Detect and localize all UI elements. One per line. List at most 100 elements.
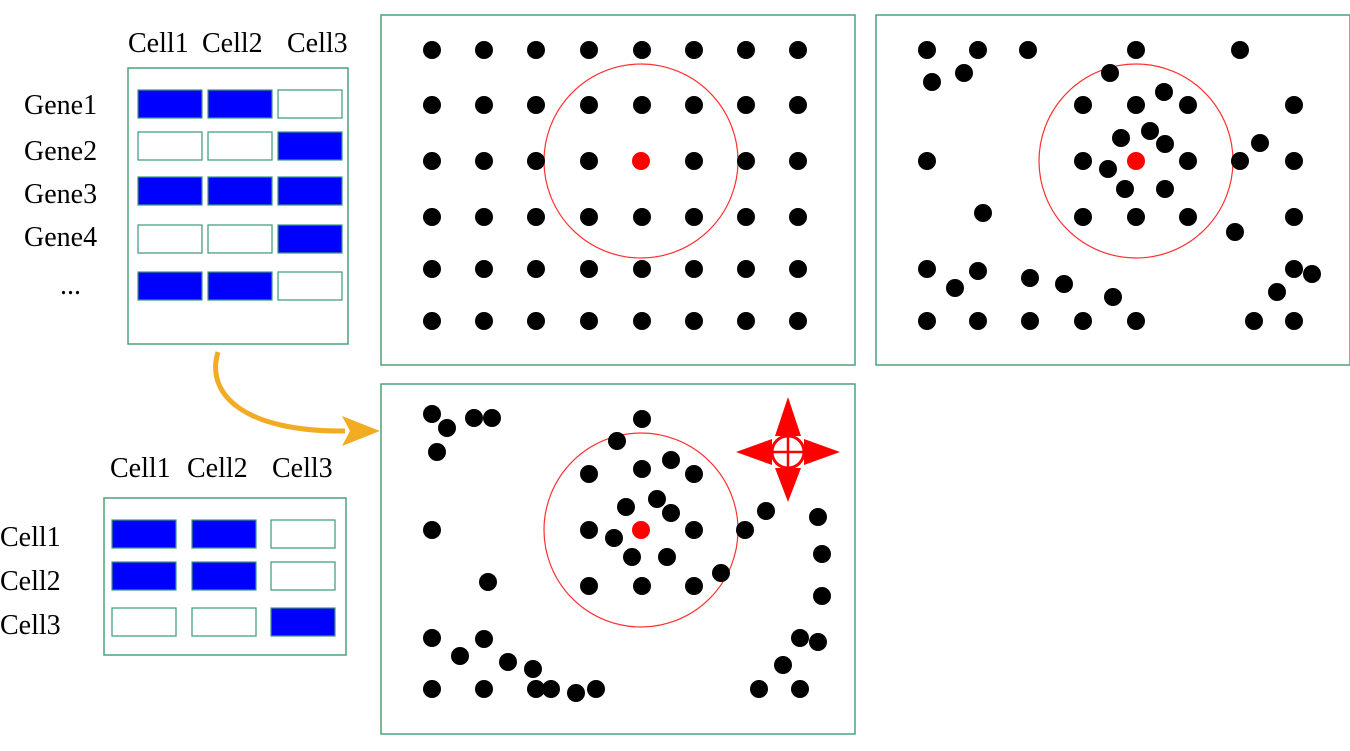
cell-dot [580,208,598,226]
panel-frame [875,14,1350,366]
cell-dot [1116,180,1134,198]
cell-dot [1303,265,1321,283]
cell-dot [587,680,605,698]
arrow-curve [213,351,346,434]
cell-dot [423,96,441,114]
matrix-cell-filled [277,131,343,161]
arrow-head [342,416,380,446]
cell-dot [527,208,545,226]
cell-dot [946,279,964,297]
matrix-cell-empty [137,131,203,161]
matrix-cell-filled [207,271,273,301]
gene-matrix-col-2: Cell2 [202,28,263,59]
cell-dot [1127,312,1145,330]
cell-dot [633,41,651,59]
cell-dot [483,409,501,427]
cell-dot [423,521,441,539]
cell-dot [1251,134,1269,152]
cell-dot [423,312,441,330]
cell-matrix-col-1: Cell1 [110,453,171,484]
cell-dot [1074,208,1092,226]
cell-dot [633,577,651,595]
cell-dot [789,152,807,170]
cell-dot [809,508,827,526]
matrix-cell-filled [111,519,177,549]
cell-matrix-col-3: Cell3 [272,453,333,484]
matrix-cell-empty [191,607,257,637]
cell-dot [451,647,469,665]
cell-dot [685,96,703,114]
cell-dot [1285,312,1303,330]
cell-dot [789,260,807,278]
rearranged-panel [380,383,856,735]
cell-dot [923,73,941,91]
cell-dot [955,64,973,82]
cell-dot [475,260,493,278]
center-cell-dot [1127,152,1145,170]
cell-dot [1112,129,1130,147]
cell-dot [580,521,598,539]
cell-dot [757,502,775,520]
cell-dot [774,656,792,674]
matrix-cell-empty [270,561,336,591]
cell-dot [527,96,545,114]
cell-dot [1179,96,1197,114]
cell-dot [633,208,651,226]
cell-dot [789,96,807,114]
matrix-cell-filled [191,561,257,591]
cell-dot [479,573,497,591]
cell-dot [475,680,493,698]
matrix-cell-empty [137,224,203,254]
cell-dot [736,521,754,539]
cell-dot [1285,208,1303,226]
cell-dot [580,465,598,483]
cell-dot [475,312,493,330]
arrow-icon [213,351,380,446]
cell-matrix: Cell1 Cell2 Cell3 Cell1 Cell2 Cell3 [0,453,347,656]
matrix-cell-filled [137,89,203,119]
cell-dot [1179,208,1197,226]
cell-dot [1074,96,1092,114]
cell-dot [737,260,755,278]
cell-dot [580,577,598,595]
cell-dot [580,96,598,114]
cell-dot [1055,275,1073,293]
cell-dot [527,312,545,330]
cell-dot [737,41,755,59]
cell-dot [527,260,545,278]
panel-frame [380,14,856,366]
matrix-cell-filled [137,271,203,301]
gene-matrix-row-4: Gene4 [24,222,97,253]
cell-dot [580,260,598,278]
cell-matrix-row-3: Cell3 [0,610,61,641]
matrix-cell-filled [207,89,273,119]
cell-dot [1156,180,1174,198]
cell-dot [685,152,703,170]
center-cell-dot [632,152,650,170]
cell-dot [685,521,703,539]
cell-dot [789,41,807,59]
cell-dot [633,460,651,478]
cell-dot [1104,288,1122,306]
cell-dot [1021,312,1039,330]
cell-dot [789,312,807,330]
cell-dot [918,260,936,278]
cell-dot [1141,122,1159,140]
move-arrow-up [775,397,801,436]
cell-dot [1099,160,1117,178]
cell-dot [1245,312,1263,330]
cell-dot [633,312,651,330]
matrix-cell-filled [137,176,203,206]
matrix-cell-filled [207,176,273,206]
cell-dot [423,41,441,59]
cell-matrix-row-2: Cell2 [0,566,61,597]
cell-dot [737,96,755,114]
cell-dot [737,312,755,330]
cell-dot [1127,208,1145,226]
cell-dot [475,152,493,170]
cell-dot [813,587,831,605]
cell-dot [1156,135,1174,153]
cell-dot [475,208,493,226]
cell-dot [633,260,651,278]
